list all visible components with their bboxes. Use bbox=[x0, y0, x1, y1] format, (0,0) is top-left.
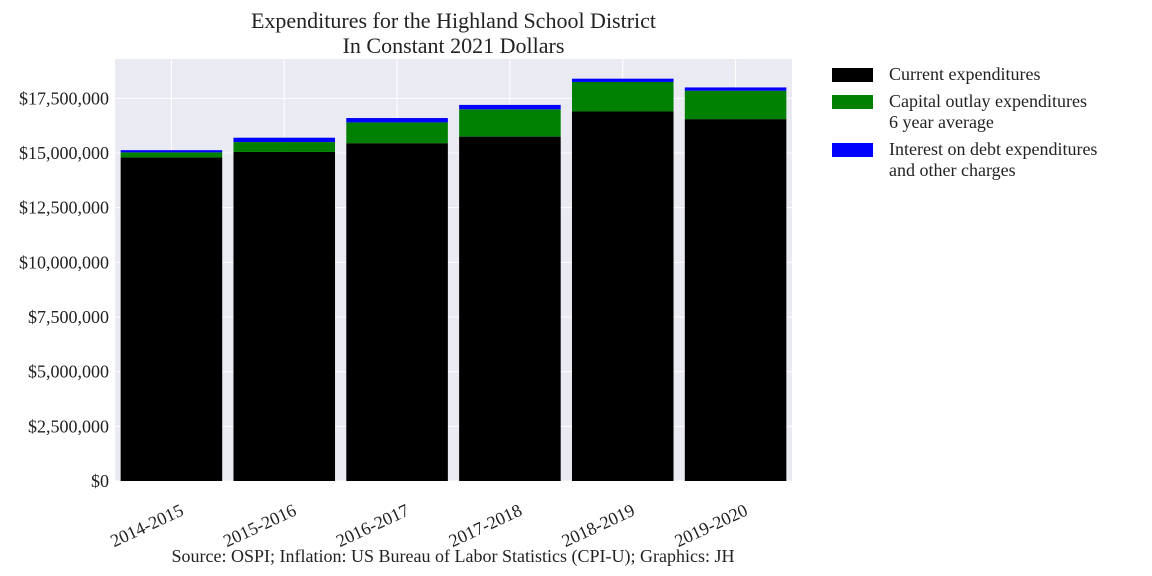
legend-item: Interest on debt expenditures and other c… bbox=[832, 139, 1097, 181]
legend-swatch bbox=[832, 143, 873, 157]
x-tick-label: 2015-2016 bbox=[220, 500, 299, 551]
x-tick-label: 2016-2017 bbox=[333, 500, 412, 551]
chart-subtitle: In Constant 2021 Dollars bbox=[343, 33, 565, 58]
legend-swatch bbox=[832, 68, 873, 82]
y-tick-label: $12,500,000 bbox=[19, 198, 109, 218]
x-tick-label: 2014-2015 bbox=[107, 500, 186, 551]
bar-segment-current bbox=[120, 157, 223, 481]
y-tick-label: $2,500,000 bbox=[28, 416, 109, 436]
chart-title: Expenditures for the Highland School Dis… bbox=[251, 8, 656, 33]
legend-item: Current expenditures bbox=[832, 64, 1097, 85]
chart-legend: Current expenditures Capital outlay expen… bbox=[832, 64, 1097, 187]
x-axis-ticks: 2014-2015 2015-2016 2016-2017 2017-2018 2018… bbox=[107, 500, 750, 551]
bar-segment-current bbox=[459, 136, 561, 481]
legend-label: Current expenditures bbox=[889, 64, 1041, 84]
bar-segment-interest bbox=[459, 104, 561, 110]
y-tick-label: $0 bbox=[91, 471, 109, 491]
y-tick-label: $7,500,000 bbox=[28, 307, 109, 327]
bar-segment-capital bbox=[459, 109, 561, 137]
y-axis-ticks: $0 $2,500,000 $5,000,000 $7,500,000 $10,000,… bbox=[19, 88, 109, 491]
bar-segment-interest bbox=[571, 78, 674, 82]
source-note: Source: OSPI; Inflation: US Bureau of La… bbox=[172, 546, 735, 567]
legend-label: Capital outlay expenditures 6 year averag… bbox=[889, 91, 1087, 132]
y-tick-label: $15,000,000 bbox=[19, 143, 109, 163]
bar-segment-interest bbox=[233, 137, 336, 143]
bar-segment-interest bbox=[346, 118, 448, 123]
x-tick-label: 2018-2019 bbox=[559, 500, 638, 551]
legend-label: Interest on debt expenditures and other c… bbox=[889, 139, 1098, 180]
legend-item: Capital outlay expenditures 6 year averag… bbox=[832, 91, 1097, 133]
bar-segment-capital bbox=[233, 142, 336, 152]
bar-segment-capital bbox=[120, 152, 223, 158]
plot-background bbox=[115, 59, 792, 481]
bar-segment-current bbox=[346, 143, 448, 482]
bar-segment-interest bbox=[120, 150, 223, 153]
bars bbox=[120, 78, 787, 482]
bar-segment-interest bbox=[684, 87, 787, 91]
y-tick-label: $5,000,000 bbox=[28, 362, 109, 382]
y-tick-label: $10,000,000 bbox=[19, 252, 109, 272]
x-tick-label: 2017-2018 bbox=[446, 500, 525, 551]
x-tick-label: 2019-2020 bbox=[671, 500, 750, 551]
bar-segment-capital bbox=[346, 122, 448, 144]
bar-segment-capital bbox=[684, 90, 787, 120]
legend-swatch bbox=[832, 95, 873, 109]
bar-segment-current bbox=[684, 119, 787, 482]
bar-segment-current bbox=[571, 111, 674, 481]
bar-segment-capital bbox=[571, 81, 674, 112]
bar-segment-current bbox=[233, 151, 336, 481]
y-tick-label: $17,500,000 bbox=[19, 88, 109, 108]
